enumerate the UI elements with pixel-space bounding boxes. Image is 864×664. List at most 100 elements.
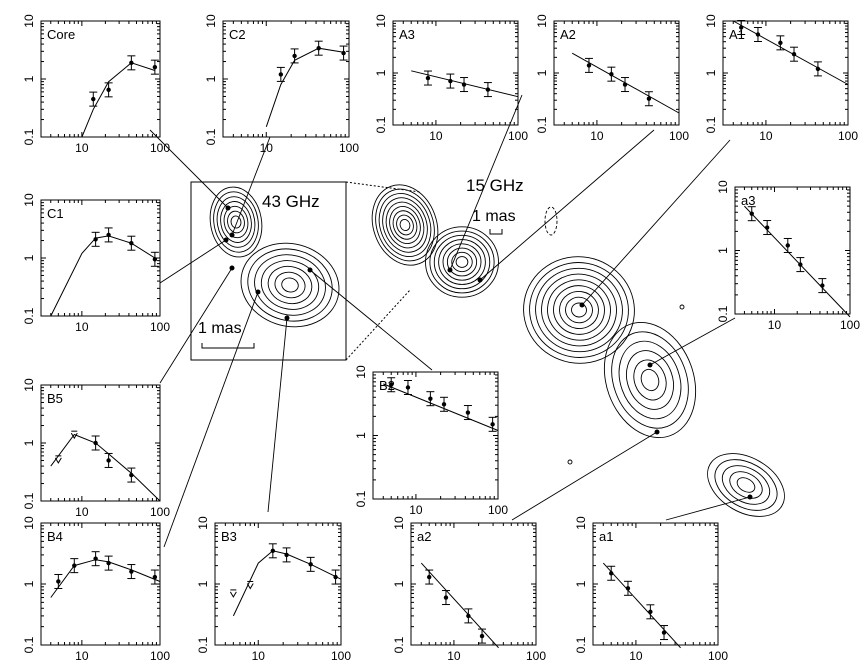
data-point: [490, 422, 495, 427]
x-tick-label: 10: [75, 141, 89, 155]
x-tick-label: 100: [840, 318, 860, 332]
fit-curve: [232, 550, 342, 617]
data-point: [56, 579, 61, 584]
main-a1-contour: [541, 273, 617, 347]
main-a3-contour: [425, 226, 499, 298]
data-point: [443, 595, 449, 600]
y-tick-label: 1: [535, 69, 549, 76]
y-tick-label: 10: [535, 14, 549, 28]
data-point: [609, 71, 614, 77]
main-a1-contour: [559, 290, 599, 330]
data-point: [427, 574, 432, 580]
panel-title: C2: [229, 27, 246, 42]
main-core-contour: [371, 184, 439, 266]
main-a1-outer-contour: [729, 471, 763, 499]
main-a2-contour: [633, 359, 667, 401]
data-point: [798, 262, 803, 267]
y-tick-label: 0.1: [22, 128, 36, 145]
fit-curve: [81, 62, 156, 138]
x-tick-label: 100: [669, 129, 689, 143]
spectrum-panel-C2: 10 100 0.1 1 10 C2: [204, 14, 359, 155]
small-contour: [679, 304, 685, 310]
upper-limit-arrow: [229, 591, 237, 598]
main-core-contour: [389, 206, 421, 244]
fit-curve: [744, 205, 851, 318]
y-tick-label: 10: [354, 365, 368, 379]
zoom-line-top: [345, 181, 421, 193]
y-tick-label: 0.1: [704, 116, 718, 133]
data-point: [389, 382, 394, 387]
data-point: [428, 396, 433, 401]
data-point: [815, 66, 821, 72]
contour-maps: [209, 184, 785, 517]
x-tick-label: 10: [75, 320, 89, 334]
inset-scale-label: 1 mas: [198, 320, 242, 337]
x-tick-label: 10: [252, 649, 266, 663]
data-point: [485, 87, 491, 92]
upper-limit-arrow: [70, 432, 78, 440]
y-tick-label: 10: [22, 14, 36, 28]
inset-knots-contour: [254, 254, 326, 316]
fit-curve: [50, 433, 161, 502]
y-tick-label: 10: [204, 14, 218, 28]
main-core-contour: [378, 193, 432, 257]
x-tick-label: 10: [759, 129, 773, 143]
data-point: [586, 63, 592, 68]
inset-knots-contour: [247, 248, 333, 322]
fit-curve: [733, 20, 849, 85]
connector-b2: [309, 269, 433, 371]
data-point: [129, 60, 134, 66]
y-tick-label: 0.1: [716, 305, 730, 322]
main-core-contour: [375, 188, 435, 262]
data-point: [284, 552, 289, 558]
y-tick-label: 0.1: [574, 636, 588, 653]
y-tick-label: 10: [704, 14, 718, 28]
upper-limit-arrow: [54, 457, 62, 464]
main-a3-contour: [438, 239, 486, 285]
connector-core: [149, 129, 229, 209]
main-a1-outer-contour: [721, 465, 771, 505]
inset-core-contour: [230, 215, 242, 229]
connector-a3-main: [649, 317, 736, 366]
main-a1-outer-contour: [714, 459, 778, 511]
main-a2-contour: [618, 340, 682, 420]
y-tick-label: 10: [574, 516, 588, 530]
data-point: [791, 51, 797, 57]
inset-label: 43 GHz: [262, 192, 320, 211]
main-a1-contour: [547, 279, 611, 341]
main-a1-contour: [523, 256, 635, 364]
panel-title: A3: [399, 27, 415, 42]
spectrum-panel-B4: 10 100 0.1 1 10 B4: [22, 516, 170, 663]
connector-c2: [231, 136, 271, 236]
data-point: [152, 257, 158, 262]
upper-limit-arrow: [246, 583, 254, 590]
y-tick-label: 10: [374, 14, 388, 28]
data-point: [646, 96, 652, 101]
panel-title: A2: [560, 27, 576, 42]
x-tick-label: 100: [526, 649, 546, 663]
data-point: [465, 410, 471, 415]
spectrum-panel-a2: 10 100 0.1 1 10 a2: [392, 516, 546, 663]
spectrum-panel-A2: 10 100 0.1 1 10 A2: [535, 14, 689, 143]
connector-head-c1: [223, 237, 229, 243]
main-a1-outer-contour: [707, 453, 785, 517]
negative-contour: [544, 206, 558, 236]
main-a1-contour: [565, 296, 593, 324]
y-tick-label: 10: [716, 180, 730, 194]
data-point: [129, 240, 134, 246]
data-point: [72, 563, 77, 568]
data-point: [152, 574, 158, 580]
x-tick-label: 100: [708, 649, 728, 663]
panel-title: a2: [417, 529, 431, 544]
fit-curve: [50, 235, 156, 317]
data-point: [106, 232, 111, 238]
data-point: [106, 87, 111, 93]
data-point: [609, 571, 614, 576]
small-contour: [567, 459, 573, 465]
main-a3-contour: [455, 256, 469, 268]
y-tick-label: 1: [704, 69, 718, 76]
fit-curve: [420, 562, 499, 649]
connector-head-core: [225, 205, 231, 211]
data-point: [461, 82, 467, 87]
